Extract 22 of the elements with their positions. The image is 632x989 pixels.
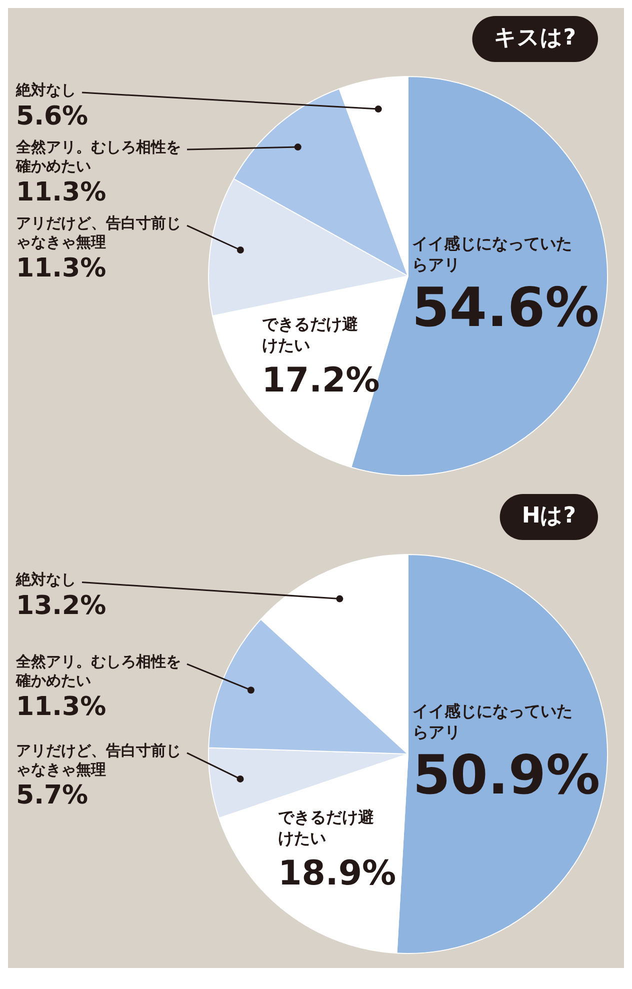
slice-label: 絶対なし	[15, 80, 76, 99]
data-label: 11.3%	[16, 692, 106, 722]
chart-title: Hは?	[522, 504, 576, 529]
data-label: 17.2%	[262, 360, 380, 400]
slice-label: できるだけ避けたい	[262, 314, 358, 355]
data-label: 11.3%	[16, 253, 106, 284]
chart-title: キスは?	[494, 26, 576, 51]
slice-label: イイ感じになっていたらアリ	[412, 234, 572, 274]
data-label: 13.2%	[16, 591, 106, 622]
data-label: 5.6%	[16, 101, 88, 132]
data-label: 54.6%	[412, 276, 600, 339]
slice-label: イイ感じになっていたらアリ	[412, 702, 573, 742]
data-label: 11.3%	[16, 177, 106, 208]
slice-label: アリだけど、告白寸前じゃなきゃ無理	[16, 214, 181, 251]
slice-label: 絶対なし	[15, 570, 76, 589]
slice-label: アリだけど、告白寸前じゃなきゃ無理	[16, 741, 181, 778]
data-label: 18.9%	[278, 853, 396, 894]
data-label: 5.7%	[16, 780, 88, 811]
slice-label: 全然アリ。むしろ相性を確かめたい	[15, 652, 181, 690]
slice-label: 全然アリ。むしろ相性を確かめたい	[15, 138, 181, 175]
slice-label: できるだけ避けたい	[278, 808, 374, 848]
data-label: 50.9%	[412, 744, 600, 807]
